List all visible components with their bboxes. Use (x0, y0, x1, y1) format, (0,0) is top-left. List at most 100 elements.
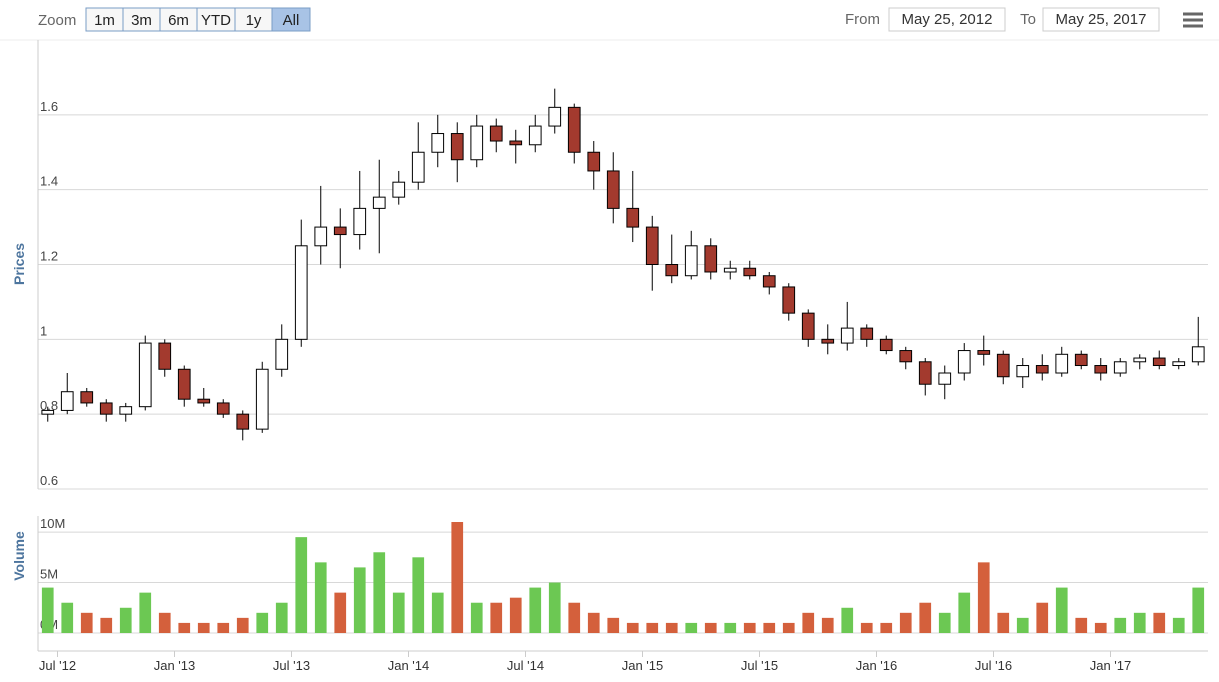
y-tick-label: 1.6 (40, 99, 58, 114)
zoom-button-label[interactable]: 3m (131, 12, 152, 29)
candle-body (333, 226, 347, 236)
volume-bar (139, 592, 152, 633)
candle-body (275, 338, 289, 370)
volume-bar (61, 602, 74, 633)
candle-body (684, 245, 698, 277)
volume-bar (314, 562, 327, 633)
candle-body (548, 106, 562, 127)
candle-body (119, 406, 133, 415)
candle-body (216, 402, 230, 415)
candle-body (1055, 353, 1069, 374)
candle-body (704, 245, 718, 273)
candle-body (353, 207, 367, 236)
y-tick-label: 1 (40, 323, 47, 338)
zoom-button[interactable] (271, 7, 311, 32)
volume-bar (178, 622, 191, 633)
menu-button[interactable] (1183, 12, 1203, 28)
y-tick-label: 1.4 (40, 174, 58, 189)
volume-bar (724, 622, 737, 633)
volume-bar (821, 617, 834, 633)
zoom-button-label[interactable]: All (283, 12, 300, 29)
candle-body (470, 125, 484, 161)
candle-body (996, 353, 1010, 378)
volume-bar (899, 612, 912, 633)
volume-bar (1094, 622, 1107, 633)
volume-bar (587, 612, 600, 633)
volume-bar (1192, 587, 1205, 633)
candle-body (80, 391, 94, 404)
x-tick-label: Jul '14 (507, 658, 544, 673)
volume-bar (373, 552, 386, 633)
to-input[interactable] (1042, 7, 1160, 32)
zoom-button-label[interactable]: 1y (246, 12, 262, 29)
candle-body (587, 151, 601, 172)
candle-body (60, 391, 74, 411)
candle-body (177, 368, 191, 400)
volume-bar (275, 602, 288, 633)
volume-bar (997, 612, 1010, 633)
to-date[interactable]: May 25, 2017 (1056, 11, 1147, 28)
from-label: From (845, 11, 880, 28)
candle-body (723, 267, 737, 273)
candle-body (1094, 365, 1108, 374)
from-date[interactable]: May 25, 2012 (902, 11, 993, 28)
volume-bar (607, 617, 620, 633)
candle-body (840, 327, 854, 344)
volume-bar (763, 622, 776, 633)
candle-body (626, 207, 640, 228)
x-tick-label: Jan '16 (856, 658, 898, 673)
y-title: Prices (11, 243, 27, 285)
volume-bar (334, 592, 347, 633)
candle-body (138, 342, 152, 408)
zoom-button-label[interactable]: YTD (201, 12, 231, 29)
candle-body (821, 338, 835, 344)
x-tick-label: Jul '15 (741, 658, 778, 673)
volume-bar (880, 622, 893, 633)
candle-body (938, 372, 952, 385)
volume-bar (451, 522, 464, 633)
volume-bar (1075, 617, 1088, 633)
candle-body (1191, 346, 1205, 363)
candle-body (899, 350, 913, 363)
candle-body (372, 196, 386, 209)
volume-bar (646, 622, 659, 633)
candle-body (567, 106, 581, 153)
to-label: To (1020, 11, 1036, 28)
candle-body (411, 151, 425, 183)
candle-body (977, 350, 991, 355)
candle-body (509, 140, 523, 146)
candle-body (431, 133, 445, 153)
candle-body (392, 181, 406, 198)
volume-bar (1153, 612, 1166, 633)
volume-bar (392, 592, 405, 633)
candle-body (489, 125, 503, 142)
zoom-button-label[interactable]: 6m (168, 12, 189, 29)
candle-body (743, 267, 757, 277)
volume-bar (412, 557, 425, 633)
x-tick-label: Jan '14 (388, 658, 430, 673)
volume-bar (685, 622, 698, 633)
from-input[interactable] (888, 7, 1006, 32)
candle-body (1113, 361, 1127, 374)
candle-body (606, 170, 620, 209)
volume-bar (860, 622, 873, 633)
candle-body (294, 245, 308, 340)
y-tick-label: 0.6 (40, 473, 58, 488)
candle-body (1035, 365, 1049, 374)
zoom-button-label[interactable]: 1m (94, 12, 115, 29)
candle-body (158, 342, 172, 370)
candle-body (450, 133, 464, 161)
volume-bar (1055, 587, 1068, 633)
y-tick-label: 0.8 (40, 398, 58, 413)
candle-body (801, 312, 815, 340)
candle-body (255, 368, 269, 430)
volume-bar (548, 582, 561, 633)
volume-bar (782, 622, 795, 633)
volume-bar (509, 597, 522, 633)
candle-body (1152, 357, 1166, 367)
candle-body (99, 402, 113, 415)
volume-bar (100, 617, 113, 633)
volume-bar (490, 602, 503, 633)
